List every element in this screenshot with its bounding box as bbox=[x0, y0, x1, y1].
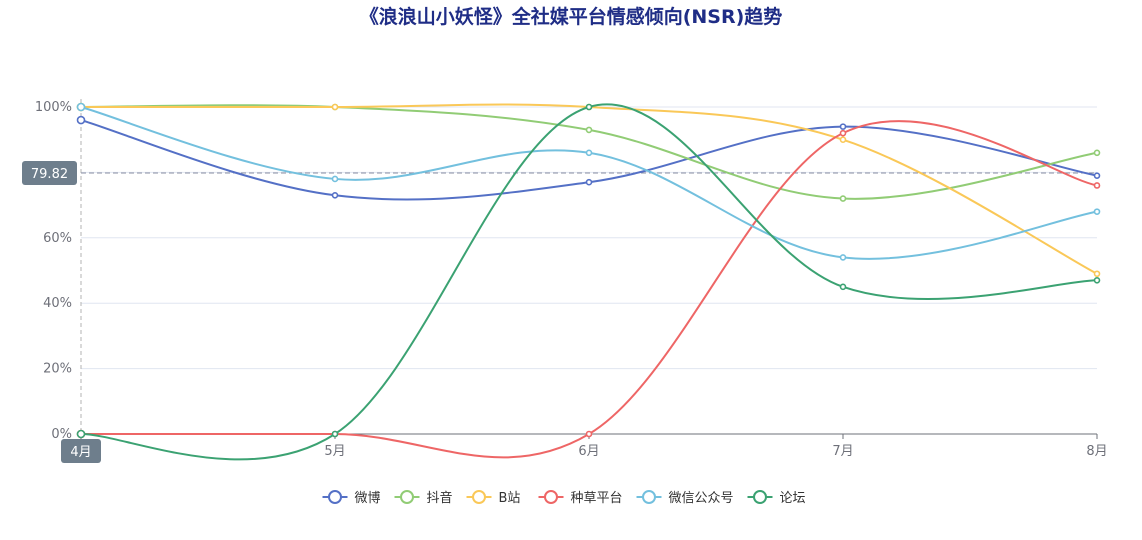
data-point[interactable] bbox=[1093, 277, 1101, 284]
legend-marker-icon bbox=[753, 490, 767, 504]
x-tick-label: 7月 bbox=[832, 444, 853, 459]
legend-label: 微博 bbox=[355, 491, 381, 506]
y-tick-label: 100% bbox=[35, 100, 72, 115]
series-4 bbox=[76, 102, 1101, 261]
legend-item-4[interactable]: 微信公众号 bbox=[636, 490, 734, 506]
legend-item-3[interactable]: 种草平台 bbox=[538, 490, 623, 506]
data-point[interactable] bbox=[839, 283, 847, 291]
data-point[interactable] bbox=[585, 149, 593, 157]
legend-marker-icon bbox=[642, 490, 656, 504]
data-point[interactable] bbox=[585, 126, 593, 134]
legend-marker-icon bbox=[544, 490, 558, 504]
legend-marker-icon bbox=[400, 490, 414, 504]
data-point[interactable] bbox=[331, 175, 339, 183]
legend-label: B站 bbox=[499, 491, 521, 506]
legend-item-1[interactable]: 抖音 bbox=[394, 490, 453, 506]
axis-pointer bbox=[80, 99, 1097, 434]
data-point[interactable] bbox=[1093, 182, 1101, 189]
series-line bbox=[81, 103, 1098, 275]
legend[interactable]: 微博 抖音 B站 种草平台 微信公众号 论坛 bbox=[322, 490, 806, 506]
x-pointer-label-box bbox=[61, 439, 101, 463]
y-tick-label: 0% bbox=[51, 427, 72, 442]
series-0 bbox=[76, 115, 1101, 201]
data-point[interactable] bbox=[839, 195, 847, 202]
data-point[interactable] bbox=[585, 103, 593, 111]
data-point[interactable] bbox=[585, 178, 593, 186]
legend-marker-icon bbox=[328, 490, 342, 504]
y-tick-label: 20% bbox=[43, 362, 72, 377]
legend-label: 微信公众号 bbox=[669, 491, 734, 506]
legend-label: 抖音 bbox=[427, 490, 453, 506]
y-tick-label: 60% bbox=[43, 231, 72, 246]
legend-label: 论坛 bbox=[780, 491, 806, 506]
legend-marker-icon bbox=[472, 490, 486, 504]
chart-title: 《浪浪山小妖怪》全社媒平台情感倾向(NSR)趋势 bbox=[359, 6, 783, 28]
data-point[interactable] bbox=[76, 115, 86, 125]
x-tick-label: 8月 bbox=[1086, 444, 1107, 459]
data-point[interactable] bbox=[76, 429, 86, 439]
series-line bbox=[81, 120, 1098, 459]
x-tick-label: 5月 bbox=[324, 444, 345, 459]
legend-item-5[interactable]: 论坛 bbox=[747, 490, 806, 506]
legend-item-2[interactable]: B站 bbox=[466, 490, 521, 506]
data-point[interactable] bbox=[76, 102, 86, 112]
x-pointer-label: 4月 bbox=[70, 445, 91, 460]
data-point[interactable] bbox=[839, 136, 847, 143]
pointer-labels: 79.82 4月 bbox=[22, 160, 101, 463]
grid-layer bbox=[81, 106, 1097, 370]
data-point[interactable] bbox=[839, 129, 847, 137]
data-point[interactable] bbox=[585, 430, 593, 438]
data-point[interactable] bbox=[839, 123, 847, 130]
legend-item-0[interactable]: 微博 bbox=[322, 490, 381, 506]
data-point[interactable] bbox=[331, 430, 339, 438]
legend-label: 种草平台 bbox=[571, 491, 623, 506]
data-point[interactable] bbox=[1093, 172, 1101, 179]
y-pointer-label-box bbox=[22, 160, 77, 185]
series-layer bbox=[76, 102, 1101, 461]
data-point[interactable] bbox=[1093, 270, 1101, 278]
series-5 bbox=[76, 103, 1101, 461]
data-point[interactable] bbox=[1093, 149, 1101, 157]
y-pointer-label: 79.82 bbox=[31, 167, 68, 182]
data-point[interactable] bbox=[331, 103, 339, 111]
x-tick-label: 6月 bbox=[578, 444, 599, 459]
y-tick-label: 40% bbox=[43, 296, 72, 311]
data-point[interactable] bbox=[839, 254, 847, 261]
data-point[interactable] bbox=[1093, 208, 1101, 215]
data-point[interactable] bbox=[331, 191, 339, 199]
